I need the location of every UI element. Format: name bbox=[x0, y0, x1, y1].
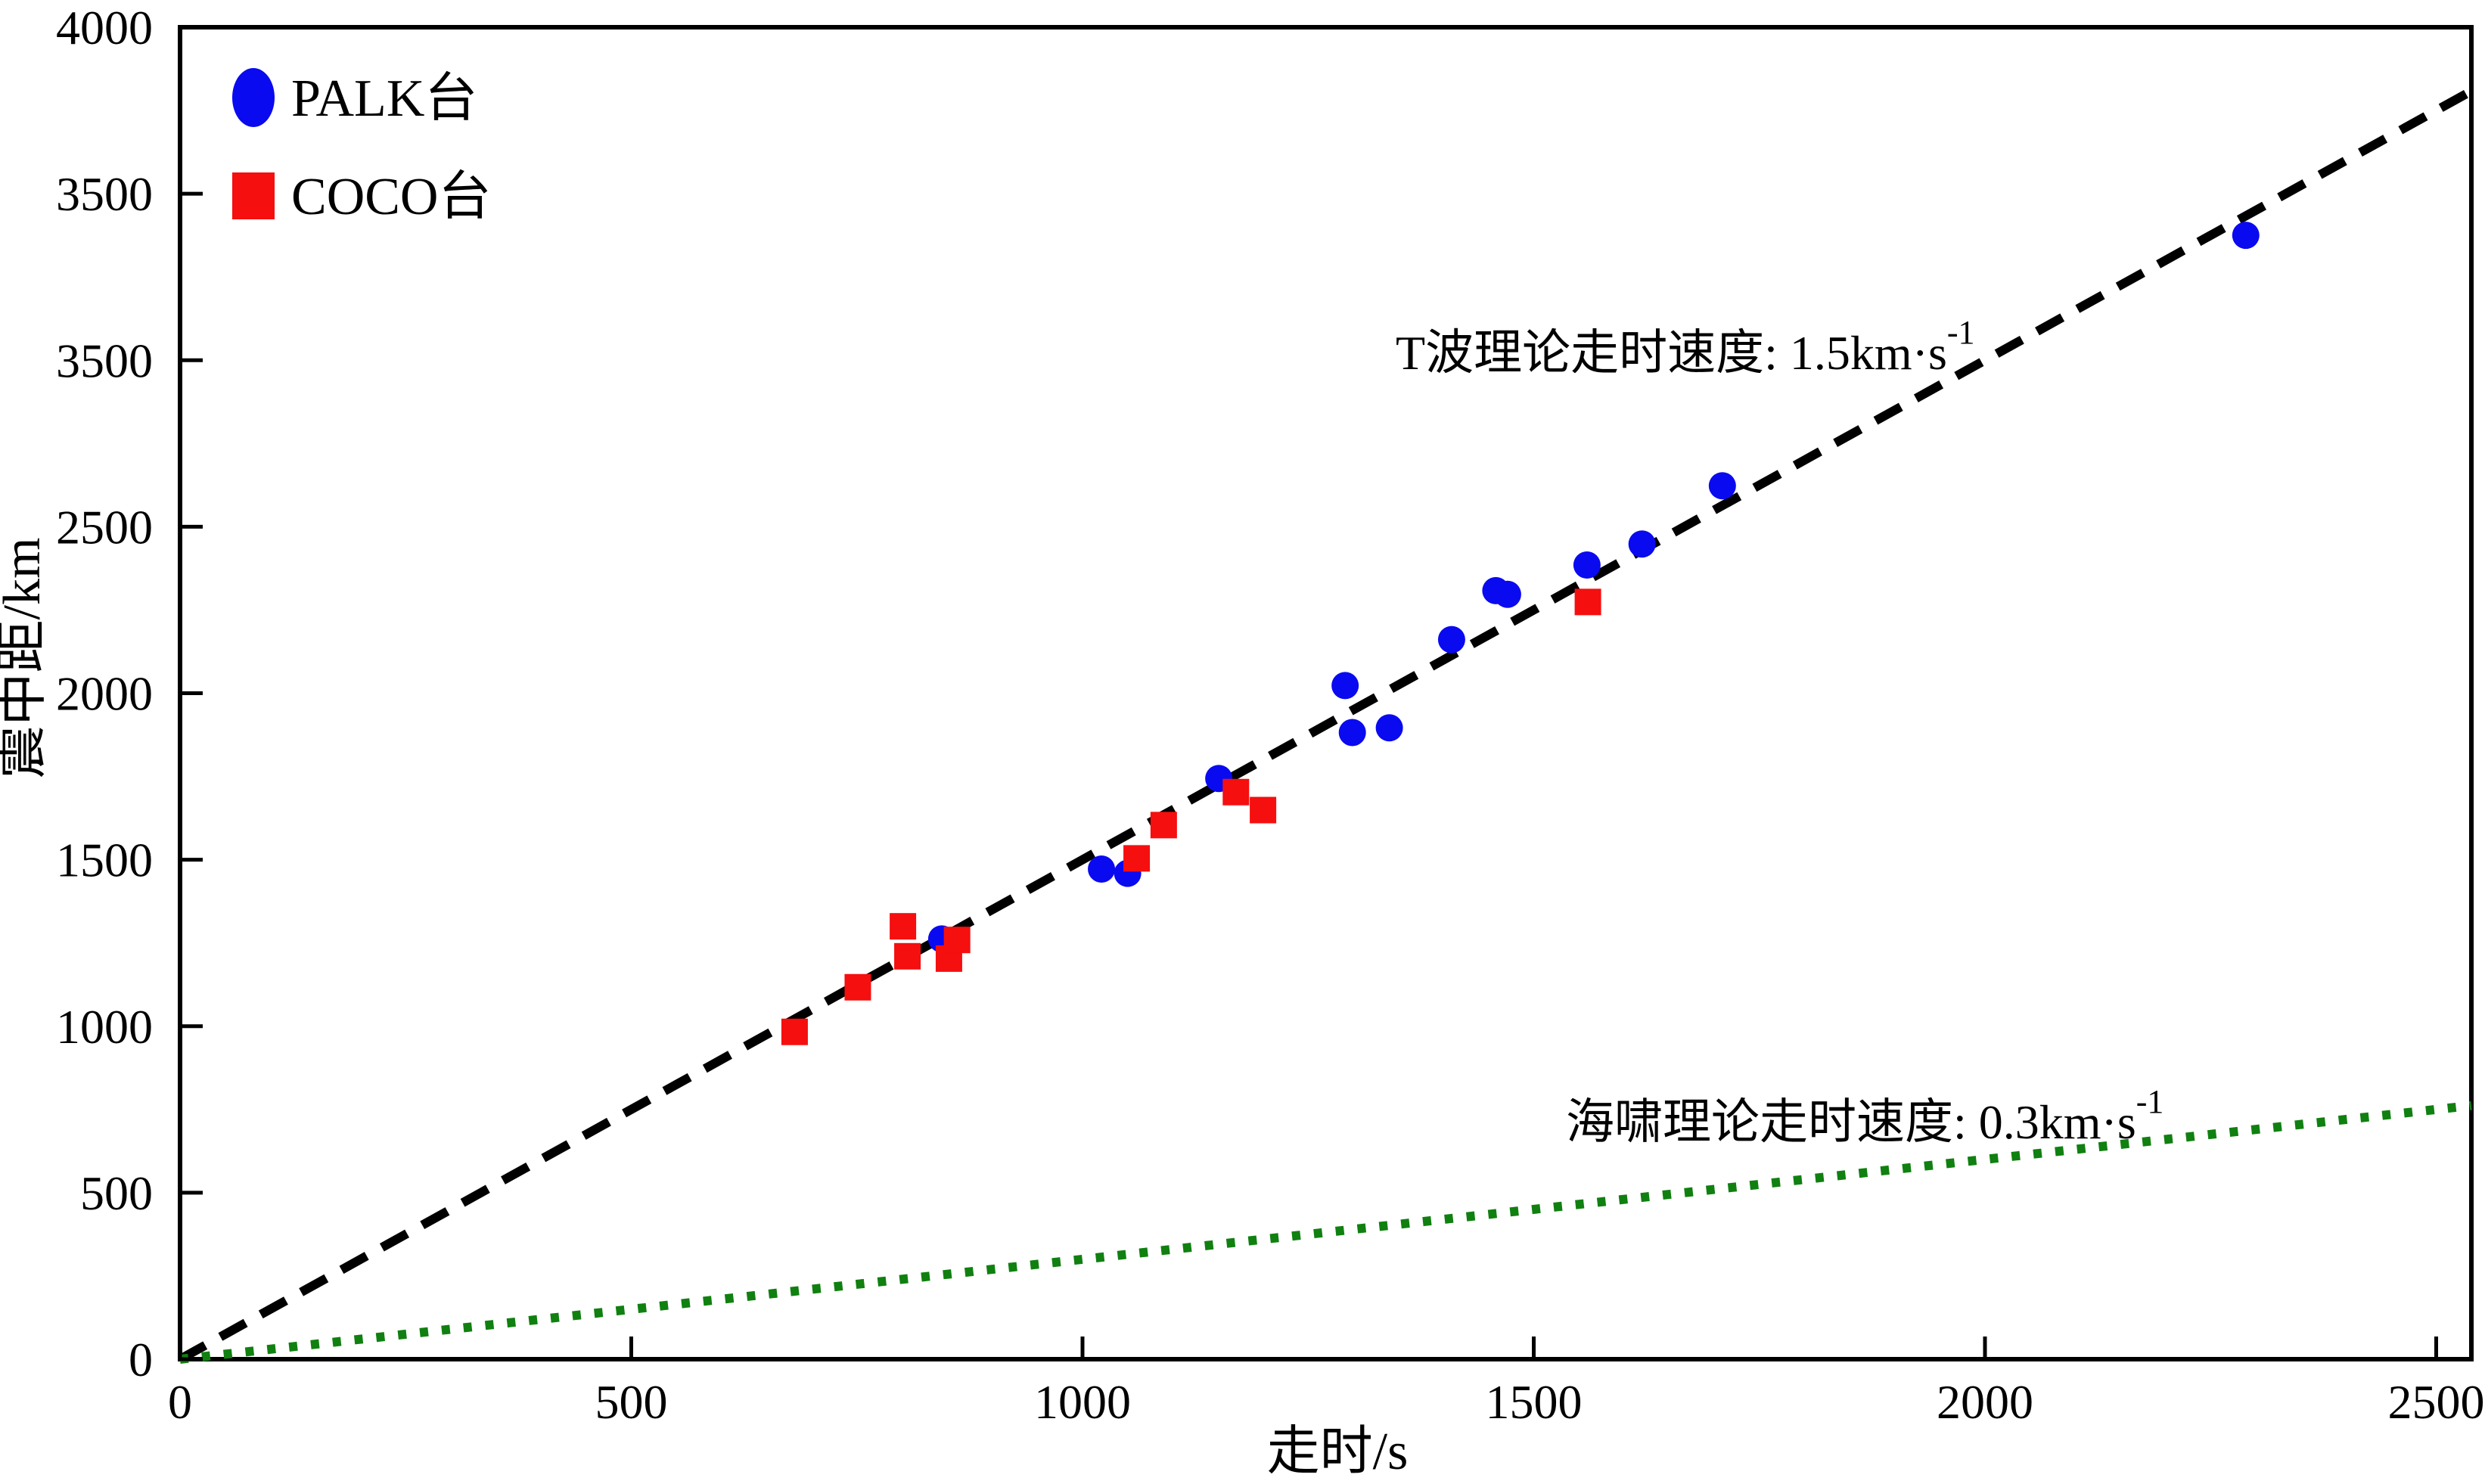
y-tick-label: 3500 bbox=[56, 334, 153, 387]
palk-data-point bbox=[2232, 222, 2260, 250]
palk-data-point bbox=[1573, 551, 1601, 579]
plot-frame bbox=[178, 25, 2474, 1361]
ticks-layer: 0 500 1000 1500 2000 2500 0 500 1000 1500 2000 2500… bbox=[56, 1, 2485, 1429]
coco-data-point bbox=[943, 927, 971, 954]
y-tick-label: 1500 bbox=[56, 834, 153, 887]
t-wave-theoretical-line bbox=[178, 87, 2474, 1364]
coco-data-point bbox=[1574, 588, 1601, 616]
palk-data-point bbox=[1628, 530, 1656, 558]
palk-data-point bbox=[1493, 580, 1521, 608]
coco-data-point bbox=[1250, 796, 1277, 824]
x-axis-title: 走时/s bbox=[1267, 1423, 1409, 1481]
palk-data-point bbox=[1331, 672, 1359, 700]
x-tick-label: 2000 bbox=[1937, 1375, 2033, 1429]
palk-data-point bbox=[1375, 714, 1403, 742]
palk-data-point bbox=[1708, 472, 1736, 500]
palk-data-point bbox=[1338, 719, 1366, 747]
tsunami-annotation: 海啸理论走时速度: 0.3km·s-1 bbox=[1566, 1083, 2164, 1149]
legend-coco-square-icon bbox=[232, 172, 275, 219]
legend-palk-label: PALK台 bbox=[291, 70, 477, 128]
x-tick-label: 500 bbox=[595, 1375, 668, 1429]
x-tick-label: 1500 bbox=[1486, 1375, 1583, 1429]
coco-data-point bbox=[781, 1018, 808, 1045]
legend-coco-label: COCO台 bbox=[291, 168, 491, 226]
coco-data-point bbox=[1222, 778, 1250, 806]
y-tick-label: 3500 bbox=[56, 167, 153, 221]
legend: PALK台 COCO台 bbox=[232, 68, 491, 226]
coco-data-point bbox=[844, 973, 871, 1001]
y-tick-label: 0 bbox=[129, 1333, 153, 1386]
coco-data-point bbox=[890, 913, 917, 940]
legend-palk-circle-icon bbox=[232, 68, 275, 127]
y-axis-title: 震中距/km bbox=[0, 538, 51, 779]
y-tick-label: 4000 bbox=[56, 1, 153, 54]
y-tick-label: 2500 bbox=[56, 500, 153, 554]
x-tick-label: 2500 bbox=[2388, 1375, 2485, 1429]
coco-data-point bbox=[894, 942, 921, 970]
palk-data-point bbox=[1437, 626, 1465, 654]
markers-layer bbox=[781, 222, 2260, 1045]
t-wave-annotation: T波理论走时速度: 1.5km·s-1 bbox=[1396, 314, 1975, 380]
y-tick-label: 500 bbox=[80, 1166, 153, 1220]
y-tick-label: 2000 bbox=[56, 667, 153, 721]
palk-data-point bbox=[1088, 855, 1116, 883]
x-tick-label: 0 bbox=[168, 1375, 192, 1429]
x-tick-label: 1000 bbox=[1034, 1375, 1131, 1429]
coco-data-point bbox=[1150, 812, 1177, 839]
y-tick-label: 1000 bbox=[56, 1000, 153, 1054]
coco-data-point bbox=[1123, 845, 1151, 872]
